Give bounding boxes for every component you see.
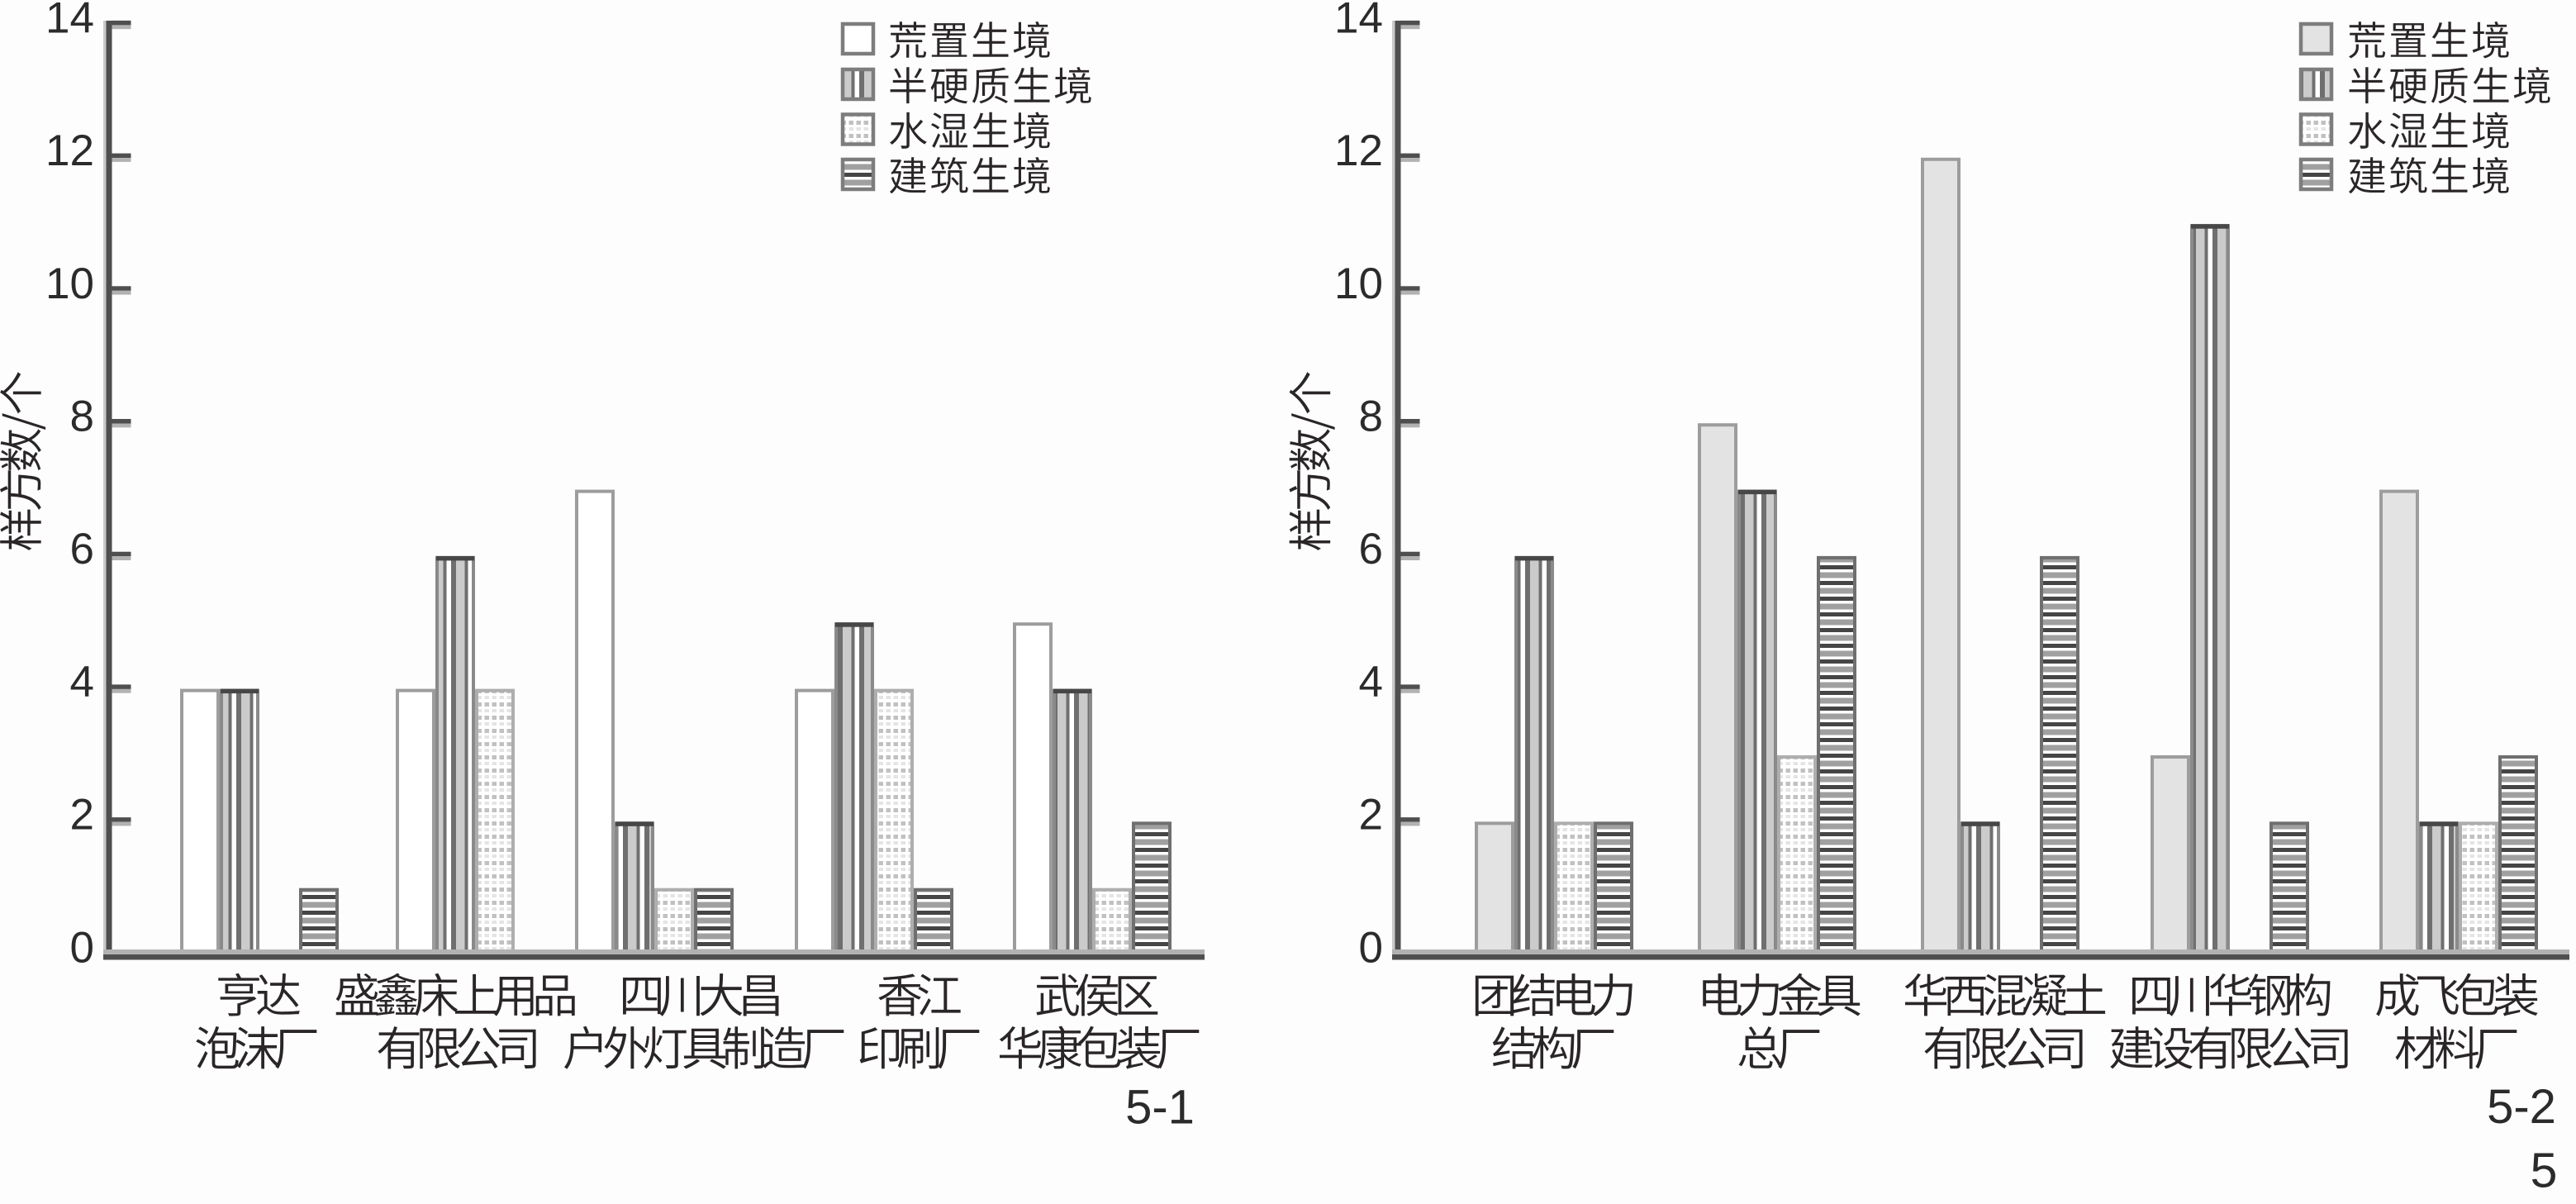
svg-text:6: 6: [70, 525, 94, 573]
svg-text:8: 8: [70, 393, 94, 441]
svg-text:8: 8: [1359, 393, 1383, 441]
svg-text:5-2: 5-2: [2487, 1080, 2556, 1134]
svg-text:14: 14: [1334, 0, 1383, 42]
svg-text:6: 6: [1359, 525, 1383, 573]
svg-text:10: 10: [45, 259, 94, 308]
svg-text:5: 5: [2531, 1143, 2558, 1197]
svg-text:4: 4: [70, 658, 94, 707]
svg-text:5-1: 5-1: [1125, 1081, 1195, 1135]
svg-text:0: 0: [70, 923, 94, 972]
svg-text:0: 0: [1359, 923, 1383, 972]
svg-text:2: 2: [1359, 791, 1383, 840]
svg-text:14: 14: [45, 0, 94, 42]
svg-text:12: 12: [1334, 126, 1383, 175]
svg-text:2: 2: [70, 791, 94, 840]
svg-text:12: 12: [45, 126, 94, 175]
svg-text:10: 10: [1334, 259, 1383, 308]
svg-text:4: 4: [1359, 658, 1383, 707]
